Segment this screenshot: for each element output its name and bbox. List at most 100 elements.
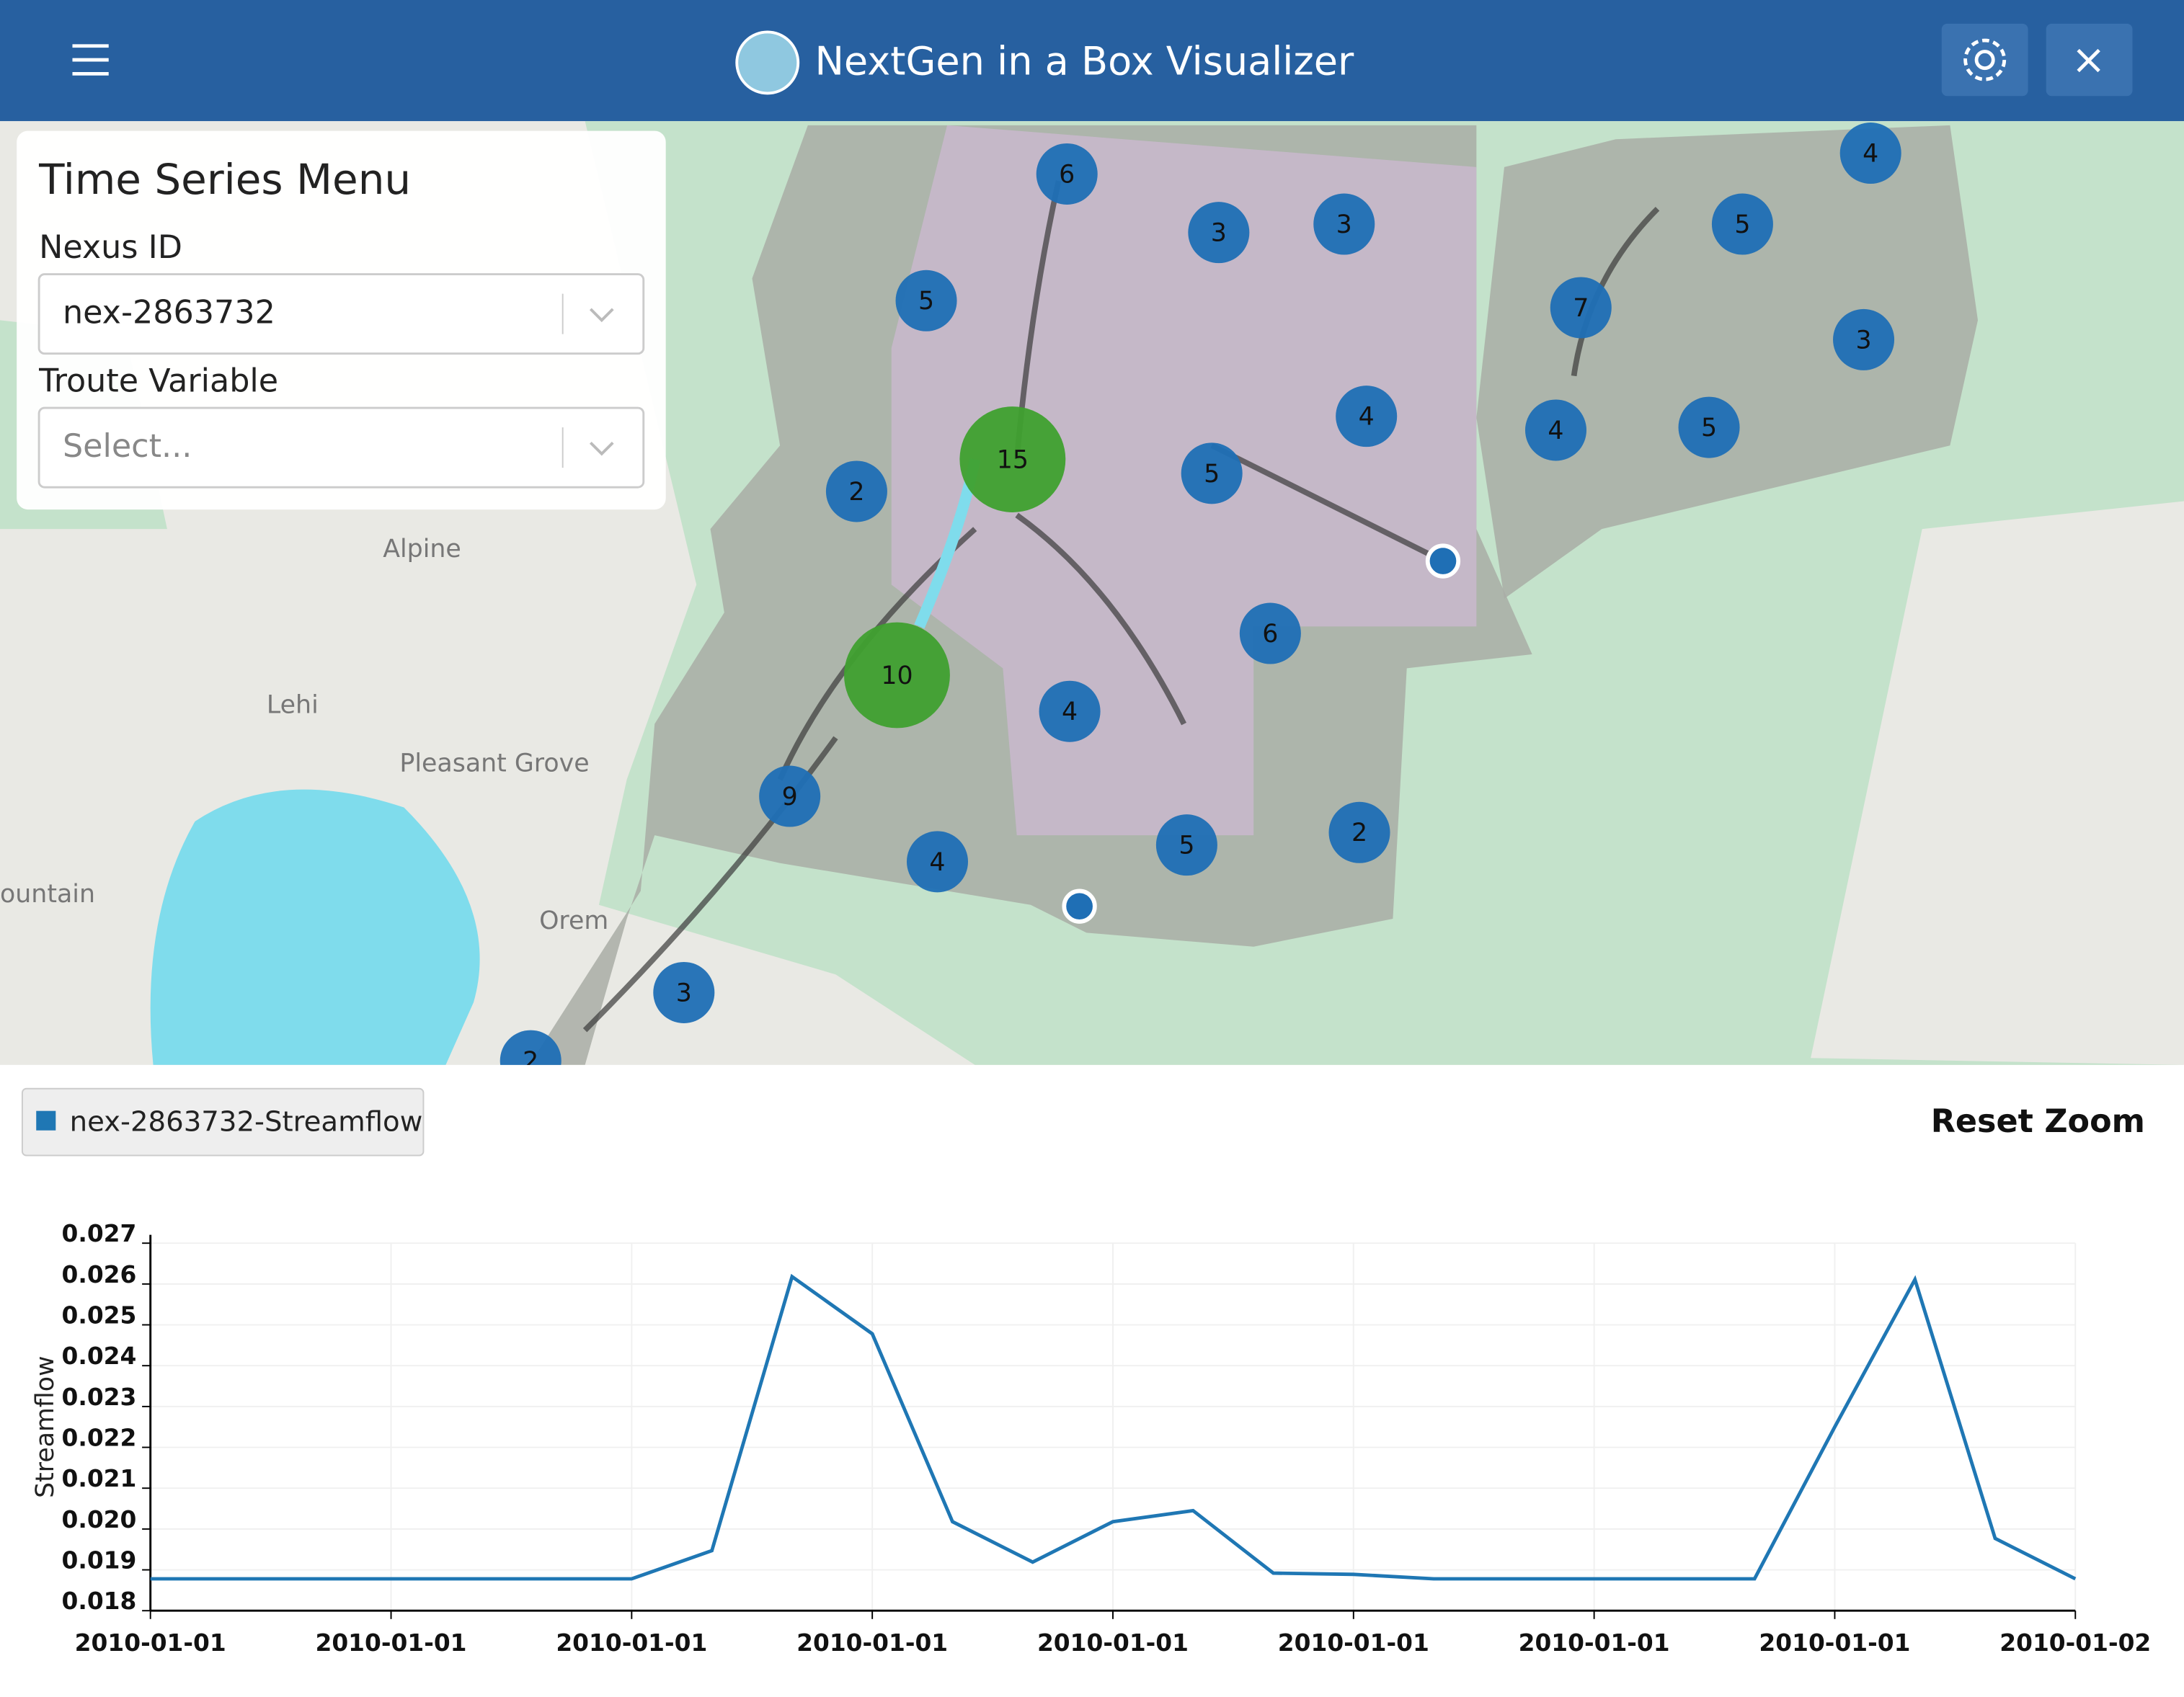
nexus-point — [1425, 543, 1461, 579]
cluster-marker[interactable]: 2 — [1328, 801, 1390, 863]
nexus-select[interactable]: nex-2863732 — [37, 273, 645, 355]
place-label: Pleasant Grove — [399, 749, 589, 778]
cluster-circle — [1550, 277, 1612, 339]
cluster-circle — [1036, 143, 1098, 205]
cluster-marker[interactable]: 6 — [1239, 602, 1301, 664]
reset-zoom-button[interactable]: Reset Zoom — [1931, 1103, 2145, 1140]
cluster-marker[interactable]: 5 — [1711, 193, 1773, 255]
cluster-count: 9 — [782, 783, 798, 811]
place-label: ountain — [0, 880, 95, 909]
y-tick-label: 0.026 — [62, 1261, 137, 1288]
x-tick-label: 2010-01-01 — [75, 1629, 226, 1657]
y-tick-label: 0.020 — [62, 1506, 137, 1533]
cluster-marker[interactable]: 5 — [1155, 814, 1217, 876]
cluster-count: 15 — [997, 445, 1029, 474]
x-tick-label: 2010-01-01 — [1519, 1629, 1670, 1657]
cluster-marker[interactable]: 3 — [653, 961, 715, 1023]
map[interactable]: 6 3 3 5 4 5 7 3 4 15 5 4 5 2 6 10 4 9 2 5 4 3 2 Alpine Lehi Pleas… — [0, 121, 2184, 1092]
y-tick-label: 0.027 — [62, 1220, 137, 1247]
field-label: Nexus ID — [39, 229, 182, 266]
settings-button[interactable] — [1941, 23, 2028, 97]
cluster-circle — [959, 406, 1066, 512]
y-tick-label: 0.023 — [62, 1384, 137, 1411]
cluster-circle — [1313, 193, 1375, 255]
x-tick-label: 2010-01-01 — [316, 1629, 467, 1657]
cluster-count: 3 — [676, 979, 692, 1007]
cluster-count: 3 — [1855, 326, 1871, 355]
cluster-circle — [1181, 442, 1243, 504]
cluster-marker[interactable]: 4 — [1524, 399, 1587, 461]
select-placeholder: Select... — [63, 428, 192, 465]
cluster-count: 4 — [1863, 139, 1878, 168]
cluster-circle — [1155, 814, 1217, 876]
y-tick-label: 0.019 — [62, 1546, 137, 1574]
menu-button[interactable] — [72, 44, 109, 76]
cluster-circle — [1839, 123, 1901, 184]
y-tick-label: 0.025 — [62, 1301, 137, 1329]
cluster-circle — [1336, 386, 1398, 447]
x-tick-label: 2010-01-01 — [1278, 1629, 1429, 1657]
cluster-count: 6 — [1262, 620, 1278, 649]
cluster-marker[interactable]: 5 — [1678, 396, 1740, 458]
cluster-circle — [1524, 399, 1587, 461]
cluster-count: 4 — [929, 848, 945, 877]
cluster-circle — [1328, 801, 1390, 863]
y-tick-label: 0.022 — [62, 1424, 137, 1451]
cluster-marker[interactable]: 3 — [1188, 202, 1250, 264]
basin — [1476, 125, 1979, 599]
cluster-count: 5 — [1701, 414, 1717, 442]
cluster-marker[interactable]: 3 — [1833, 308, 1895, 370]
cluster-count: 4 — [1359, 403, 1375, 432]
cluster-marker[interactable]: 4 — [1336, 386, 1398, 447]
cluster-circle — [825, 460, 887, 522]
close-button[interactable] — [2046, 23, 2133, 97]
y-axis-label: Streamflow — [31, 1356, 60, 1498]
cluster-marker[interactable]: 2 — [825, 460, 887, 522]
legend-swatch — [36, 1110, 56, 1131]
cluster-marker[interactable]: 3 — [1313, 193, 1375, 255]
x-tick-label: 2010-01-01 — [796, 1629, 948, 1657]
cluster-marker[interactable]: 5 — [1181, 442, 1243, 504]
cluster-marker[interactable]: 4 — [906, 831, 969, 893]
cluster-marker[interactable]: 4 — [1839, 123, 1901, 184]
place-label: Alpine — [383, 535, 461, 564]
cluster-count: 3 — [1336, 210, 1352, 239]
cluster-count: 2 — [1351, 819, 1367, 847]
cluster-count: 7 — [1573, 294, 1589, 323]
time-series-menu: Time Series Menu Nexus ID nex-2863732 Tr… — [17, 130, 666, 510]
cluster-count: 10 — [881, 662, 913, 690]
cluster-circle — [759, 765, 821, 827]
cluster-count: 5 — [1178, 832, 1194, 860]
cluster-count: 4 — [1548, 417, 1563, 445]
x-tick-label: 2010-01-01 — [556, 1629, 707, 1657]
cluster-marker[interactable]: 5 — [895, 270, 957, 331]
app-logo — [735, 30, 800, 95]
cluster-count: 5 — [1204, 460, 1220, 489]
cluster-circle — [895, 270, 957, 331]
y-tick-label: 0.018 — [62, 1587, 137, 1615]
select-value: nex-2863732 — [63, 295, 275, 331]
cluster-marker[interactable]: 7 — [1550, 277, 1612, 339]
y-tick-label: 0.024 — [62, 1342, 137, 1370]
cluster-count: 2 — [848, 478, 864, 507]
nexus-point — [1062, 888, 1097, 924]
x-tick-label: 2010-01-01 — [1759, 1629, 1910, 1657]
legend-label: nex-2863732-Streamflow — [70, 1106, 423, 1139]
cluster-marker[interactable]: 2 — [500, 1030, 561, 1092]
cluster-circle — [1833, 308, 1895, 370]
lake — [150, 789, 480, 1065]
cluster-count: 2 — [523, 1047, 538, 1076]
legend[interactable]: nex-2863732-Streamflow — [21, 1087, 425, 1157]
cluster-marker[interactable]: 4 — [1039, 680, 1101, 742]
cluster-marker[interactable]: 10 — [844, 622, 950, 729]
field-label: Troute Variable — [38, 362, 278, 399]
cluster-circle — [1039, 680, 1101, 742]
place-label: Orem — [539, 907, 608, 935]
cluster-marker[interactable]: 6 — [1036, 143, 1098, 205]
cluster-marker[interactable]: 15 — [959, 406, 1066, 512]
series-line — [150, 1273, 2077, 1581]
cluster-count: 6 — [1059, 160, 1075, 189]
cluster-marker[interactable]: 9 — [759, 765, 821, 827]
variable-select[interactable]: Select... — [37, 406, 645, 489]
